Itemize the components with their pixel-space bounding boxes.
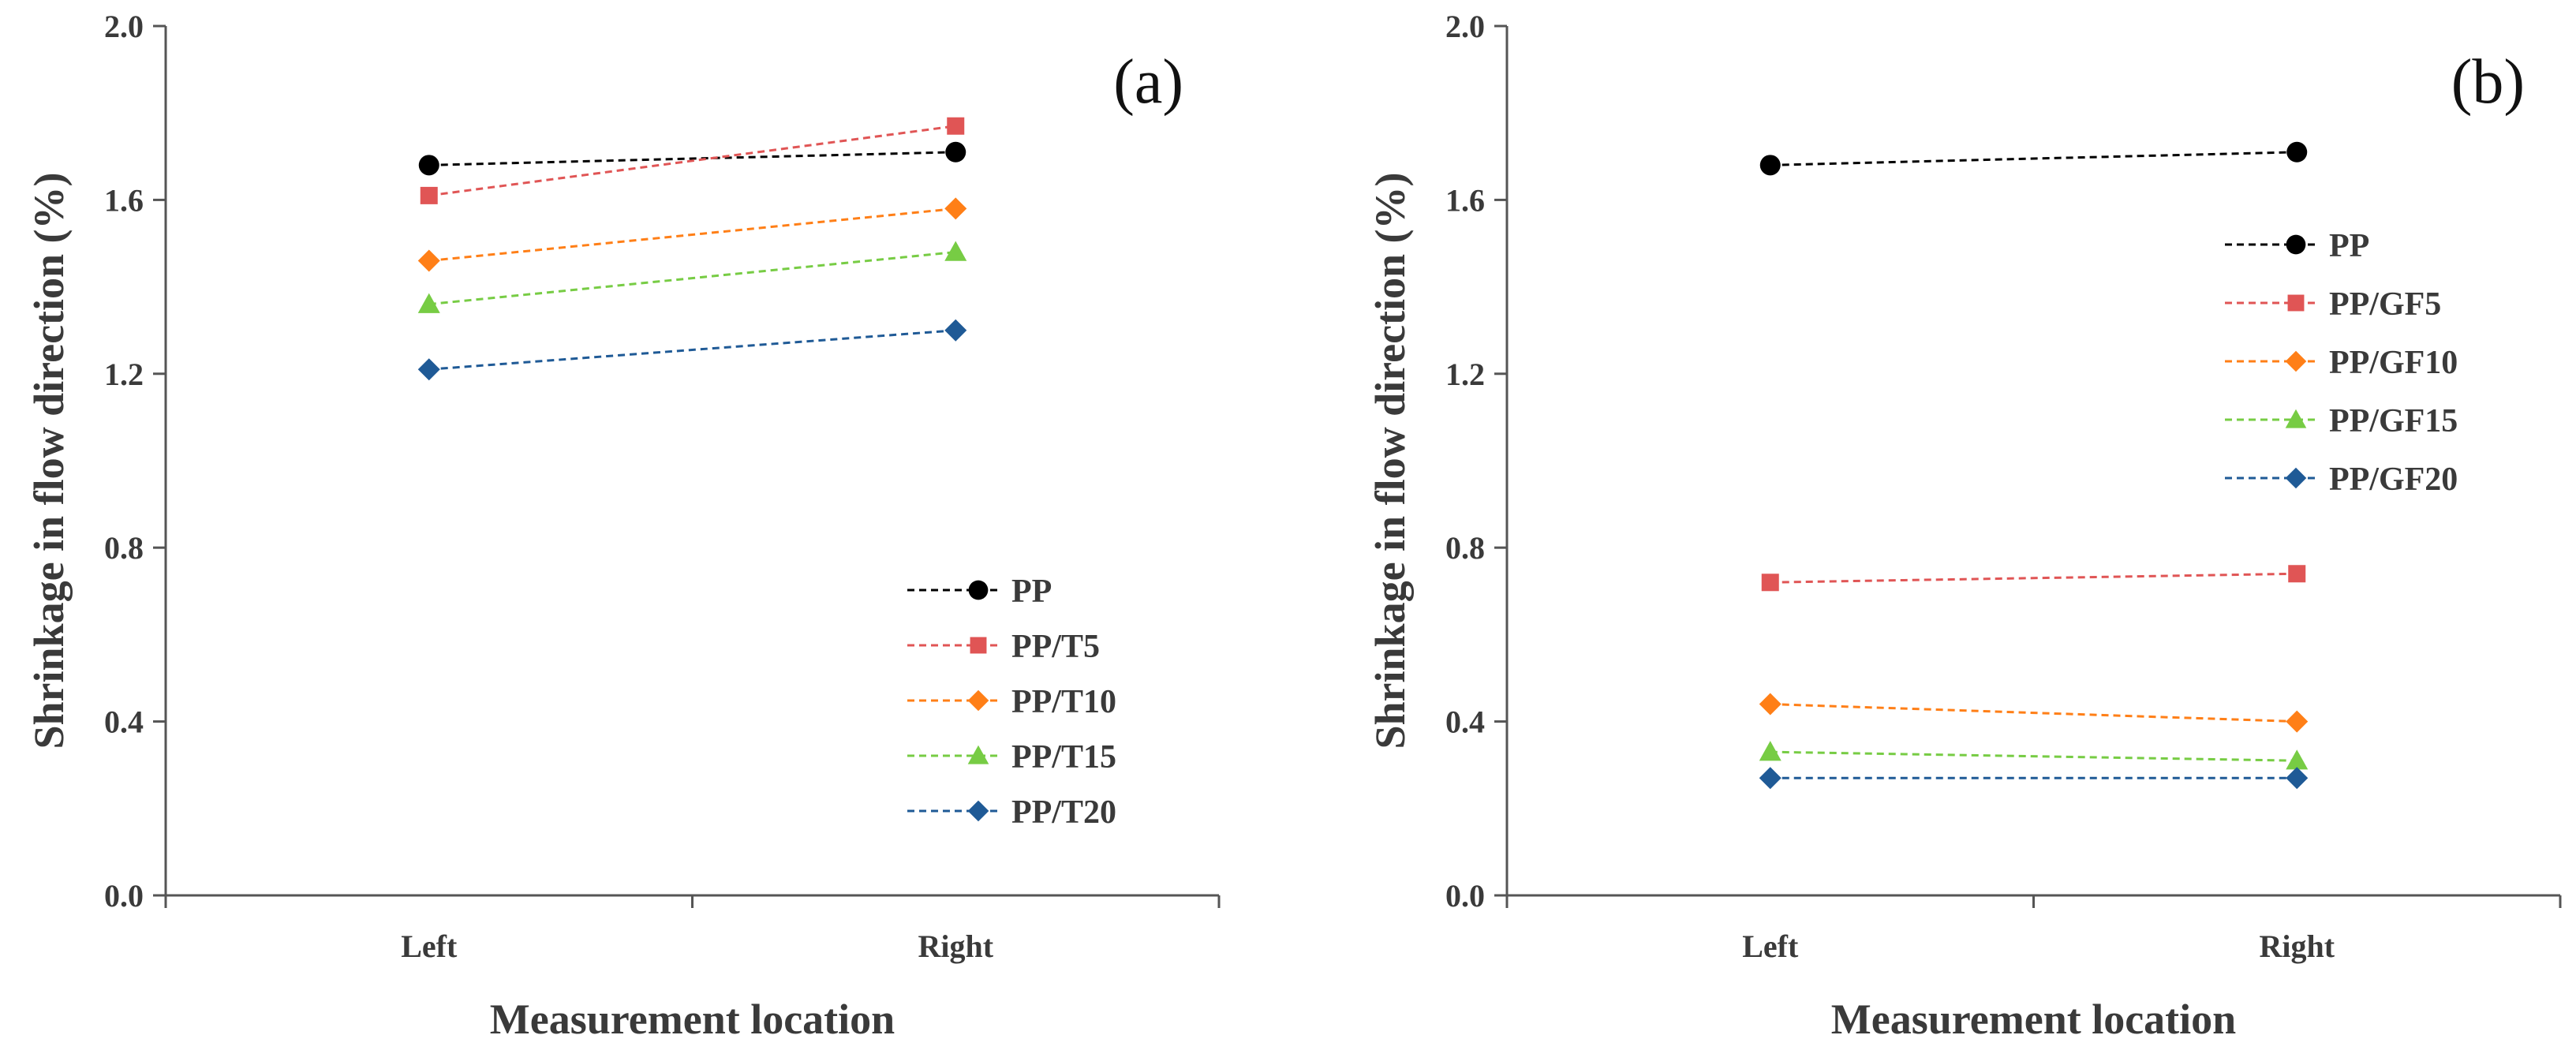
legend-label: PP/T20: [1011, 794, 1116, 831]
series-pp-t15: [417, 241, 967, 313]
data-point: [417, 358, 440, 381]
legend-marker: [2285, 350, 2307, 372]
legend-marker: [2285, 467, 2307, 489]
y-axis-title: Shrinkage in flow direction (%): [1367, 172, 1414, 749]
series-pp: [418, 141, 966, 176]
data-point: [947, 117, 965, 135]
data-point: [944, 241, 967, 261]
y-tick-label: 1.2: [1445, 357, 1485, 392]
data-point: [418, 155, 439, 176]
legend-marker: [967, 800, 989, 822]
data-point: [417, 293, 440, 313]
x-axis-title: Measurement location: [490, 996, 895, 1043]
legend-marker: [967, 745, 989, 764]
legend: PP PP/GF5 PP/GF10 PP/GF15 PP/GF20: [2225, 228, 2458, 498]
chart-panel-1: 0.0 0.4 0.8 1.2 1.6 2.0 Left Right Measurement l…: [25, 9, 1221, 1043]
series-pp-gf10: [1759, 693, 2309, 733]
series-line: [428, 125, 956, 197]
legend-label: PP: [2329, 228, 2369, 264]
y-tick-label: 1.6: [1445, 182, 1485, 218]
legend-label: PP/T5: [1011, 629, 1100, 665]
legend-marker: [2287, 294, 2305, 312]
series-line: [428, 329, 956, 371]
panel-label: (b): [2451, 47, 2525, 117]
legend-marker: [968, 580, 989, 600]
series-pp-gf15: [1759, 741, 2309, 770]
panel-label: (a): [1113, 47, 1183, 117]
data-point: [945, 141, 966, 163]
data-point: [2286, 710, 2309, 733]
legend-item: PP/T5: [907, 629, 1100, 665]
legend: PP PP/T5 PP/T10 PP/T15 PP/T20: [907, 574, 1116, 831]
y-axis-title: Shrinkage in flow direction (%): [25, 172, 73, 749]
series-pp-gf20: [1759, 767, 2309, 790]
series-line: [428, 251, 956, 306]
data-point: [2286, 749, 2309, 770]
legend-label: PP/T10: [1011, 684, 1116, 720]
legend-label: PP/GF20: [2329, 461, 2458, 498]
x-tick-label: Left: [1742, 929, 1799, 964]
legend-item: PP: [907, 574, 1052, 610]
series-line: [428, 151, 956, 166]
y-tick-label: 2.0: [104, 9, 144, 44]
data-point: [1761, 574, 1779, 592]
legend-item: PP/GF15: [2225, 403, 2458, 439]
legend-item: PP/T15: [907, 739, 1116, 775]
data-point: [944, 197, 967, 220]
legend-marker: [967, 689, 989, 712]
chart-panel-2: 0.0 0.4 0.8 1.2 1.6 2.0 Left Right Measurement l…: [1367, 9, 2562, 1043]
series-line: [1770, 750, 2297, 762]
legend-marker: [2285, 409, 2307, 428]
y-tick-label: 0.0: [1445, 878, 1485, 914]
legend-item: PP/GF20: [2225, 461, 2458, 498]
x-tick-label: Right: [2259, 929, 2335, 964]
y-tick-label: 0.8: [104, 530, 144, 566]
series-pp-t5: [420, 117, 965, 204]
data-point: [1759, 741, 1782, 761]
data-point: [944, 319, 967, 342]
legend-label: PP: [1011, 574, 1052, 610]
series-pp: [1759, 141, 2308, 176]
data-point: [1759, 767, 1782, 790]
legend-marker: [970, 637, 987, 654]
series-line: [1770, 572, 2297, 584]
series-pp-t20: [417, 319, 967, 381]
legend-item: PP/GF5: [2225, 286, 2441, 323]
legend-label: PP/GF5: [2329, 286, 2441, 323]
series-pp-gf5: [1761, 565, 2306, 592]
data-point: [2286, 141, 2308, 163]
x-tick-label: Right: [918, 929, 993, 964]
data-point: [417, 249, 440, 272]
legend-item: PP/T10: [907, 684, 1116, 720]
x-axis-title: Measurement location: [1831, 996, 2236, 1043]
data-point: [1759, 155, 1781, 176]
series-line: [428, 207, 956, 263]
y-tick-label: 1.6: [104, 182, 144, 218]
legend-item: PP/GF10: [2225, 345, 2458, 381]
data-point: [2288, 565, 2306, 583]
y-tick-label: 0.8: [1445, 530, 1485, 566]
y-tick-label: 0.4: [104, 704, 144, 740]
series-pp-t10: [417, 197, 967, 272]
series-line: [1770, 703, 2297, 723]
legend-item: PP/T20: [907, 794, 1116, 831]
data-point: [1759, 693, 1782, 716]
data-point: [2286, 767, 2309, 790]
legend-marker: [2286, 234, 2306, 255]
legend-item: PP: [2225, 228, 2369, 264]
legend-label: PP/GF15: [2329, 403, 2458, 439]
legend-label: PP/T15: [1011, 739, 1116, 775]
y-tick-label: 0.4: [1445, 704, 1485, 740]
data-point: [420, 186, 438, 204]
y-tick-label: 1.2: [104, 357, 144, 392]
y-tick-label: 2.0: [1445, 9, 1485, 44]
series-line: [1770, 151, 2297, 166]
y-tick-label: 0.0: [104, 878, 144, 914]
x-tick-label: Left: [401, 929, 458, 964]
legend-label: PP/GF10: [2329, 345, 2458, 381]
